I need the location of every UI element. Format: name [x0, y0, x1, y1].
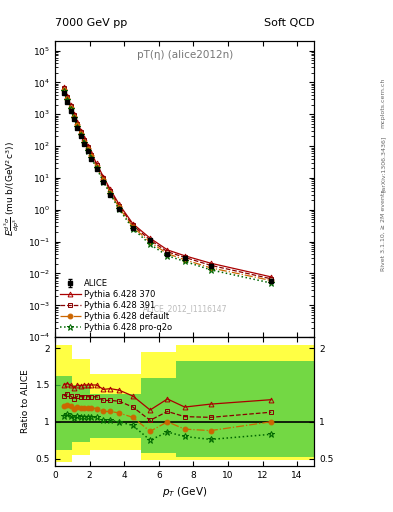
Pythia 6.428 391 — [82, 137, 87, 143]
Pythia 6.428 370 — [165, 247, 170, 253]
Pythia 6.428 391 — [75, 121, 80, 127]
Pythia 6.428 370 — [148, 235, 152, 241]
Line: Pythia 6.428 370: Pythia 6.428 370 — [61, 84, 274, 280]
Pythia 6.428 default — [130, 224, 135, 230]
Pythia 6.428 391 — [72, 112, 76, 118]
Pythia 6.428 default — [82, 138, 87, 144]
Pythia 6.428 pro-q2o — [82, 140, 87, 146]
Pythia 6.428 391 — [65, 94, 70, 100]
Text: pT(η) (alice2012n): pT(η) (alice2012n) — [137, 50, 233, 60]
Text: [arXiv:1306.3436]: [arXiv:1306.3436] — [381, 136, 386, 192]
Pythia 6.428 391 — [61, 86, 66, 92]
Pythia 6.428 pro-q2o — [117, 206, 121, 212]
Pythia 6.428 pro-q2o — [68, 106, 73, 113]
Legend: ALICE, Pythia 6.428 370, Pythia 6.428 391, Pythia 6.428 default, Pythia 6.428 pr: ALICE, Pythia 6.428 370, Pythia 6.428 39… — [57, 275, 176, 335]
Pythia 6.428 370 — [108, 186, 113, 193]
Pythia 6.428 391 — [165, 249, 170, 255]
Pythia 6.428 default — [65, 96, 70, 102]
Pythia 6.428 pro-q2o — [79, 132, 83, 138]
Pythia 6.428 370 — [68, 102, 73, 108]
Pythia 6.428 391 — [79, 129, 83, 135]
Pythia 6.428 370 — [117, 201, 121, 207]
Pythia 6.428 pro-q2o — [65, 97, 70, 103]
Pythia 6.428 391 — [269, 276, 274, 282]
Pythia 6.428 default — [72, 114, 76, 120]
Pythia 6.428 default — [269, 278, 274, 284]
Pythia 6.428 default — [117, 204, 121, 210]
Pythia 6.428 370 — [182, 252, 187, 259]
Pythia 6.428 pro-q2o — [269, 280, 274, 286]
Text: ALICE_2012_I1116147: ALICE_2012_I1116147 — [142, 305, 227, 313]
Pythia 6.428 pro-q2o — [208, 267, 213, 273]
Pythia 6.428 370 — [61, 84, 66, 90]
Pythia 6.428 391 — [148, 237, 152, 243]
Pythia 6.428 391 — [68, 103, 73, 110]
Pythia 6.428 391 — [108, 188, 113, 194]
Pythia 6.428 391 — [182, 254, 187, 261]
Pythia 6.428 default — [108, 189, 113, 196]
Pythia 6.428 pro-q2o — [89, 155, 94, 161]
Pythia 6.428 391 — [117, 203, 121, 209]
Pythia 6.428 pro-q2o — [165, 252, 170, 259]
Pythia 6.428 370 — [130, 221, 135, 227]
Pythia 6.428 default — [101, 177, 106, 183]
Pythia 6.428 391 — [101, 175, 106, 181]
Y-axis label: $E\frac{d^3\sigma}{dp^3}$ (mu b/(GeV$^2$c$^3$)): $E\frac{d^3\sigma}{dp^3}$ (mu b/(GeV$^2$… — [3, 142, 22, 237]
Pythia 6.428 default — [61, 87, 66, 93]
Pythia 6.428 pro-q2o — [101, 179, 106, 185]
Text: Soft QCD: Soft QCD — [264, 18, 314, 28]
Pythia 6.428 370 — [72, 111, 76, 117]
Pythia 6.428 391 — [130, 222, 135, 228]
Pythia 6.428 pro-q2o — [72, 115, 76, 121]
Pythia 6.428 pro-q2o — [130, 226, 135, 232]
Y-axis label: Ratio to ALICE: Ratio to ALICE — [21, 370, 30, 433]
Pythia 6.428 pro-q2o — [108, 191, 113, 197]
Pythia 6.428 default — [75, 122, 80, 129]
Line: Pythia 6.428 391: Pythia 6.428 391 — [61, 86, 274, 281]
Pythia 6.428 370 — [65, 93, 70, 99]
X-axis label: $p_T$ (GeV): $p_T$ (GeV) — [162, 485, 208, 499]
Pythia 6.428 370 — [86, 143, 90, 149]
Line: Pythia 6.428 pro-q2o: Pythia 6.428 pro-q2o — [61, 88, 274, 286]
Pythia 6.428 default — [182, 257, 187, 263]
Pythia 6.428 pro-q2o — [61, 89, 66, 95]
Pythia 6.428 default — [208, 265, 213, 271]
Pythia 6.428 default — [86, 146, 90, 152]
Pythia 6.428 default — [79, 131, 83, 137]
Pythia 6.428 391 — [89, 152, 94, 158]
Pythia 6.428 default — [165, 250, 170, 257]
Pythia 6.428 370 — [82, 135, 87, 141]
Pythia 6.428 default — [94, 164, 99, 170]
Pythia 6.428 370 — [269, 274, 274, 280]
Pythia 6.428 pro-q2o — [148, 241, 152, 247]
Pythia 6.428 391 — [208, 262, 213, 268]
Pythia 6.428 370 — [79, 127, 83, 134]
Pythia 6.428 default — [89, 153, 94, 159]
Pythia 6.428 pro-q2o — [94, 165, 99, 172]
Pythia 6.428 391 — [86, 144, 90, 151]
Pythia 6.428 370 — [89, 150, 94, 156]
Pythia 6.428 default — [68, 105, 73, 111]
Text: mcplots.cern.ch: mcplots.cern.ch — [381, 77, 386, 127]
Pythia 6.428 370 — [101, 174, 106, 180]
Line: Pythia 6.428 default: Pythia 6.428 default — [61, 88, 274, 283]
Pythia 6.428 391 — [94, 162, 99, 168]
Text: 7000 GeV pp: 7000 GeV pp — [55, 18, 127, 28]
Pythia 6.428 pro-q2o — [86, 147, 90, 154]
Pythia 6.428 pro-q2o — [75, 124, 80, 130]
Pythia 6.428 default — [148, 239, 152, 245]
Pythia 6.428 370 — [208, 260, 213, 266]
Text: Rivet 3.1.10, ≥ 2M events: Rivet 3.1.10, ≥ 2M events — [381, 189, 386, 271]
Pythia 6.428 370 — [94, 160, 99, 166]
Pythia 6.428 pro-q2o — [182, 258, 187, 264]
Pythia 6.428 370 — [75, 119, 80, 125]
